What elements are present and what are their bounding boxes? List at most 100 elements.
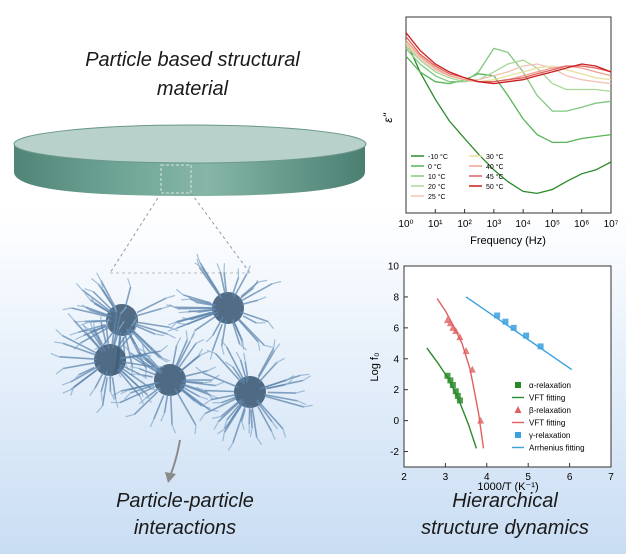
data-point xyxy=(510,324,517,331)
data-point xyxy=(452,388,459,395)
particle-branch xyxy=(258,361,278,383)
particle-twig xyxy=(224,361,234,368)
particle-twig xyxy=(125,413,135,418)
particle-twig xyxy=(235,351,242,361)
legend-label: Arrhenius fitting xyxy=(529,444,585,453)
particle-branch xyxy=(231,277,240,296)
particle-branch xyxy=(175,339,189,367)
particle-branch xyxy=(223,272,228,295)
legend-label: 20 °C xyxy=(428,183,446,191)
particle-twig xyxy=(109,391,115,401)
data-point xyxy=(477,416,485,424)
particle-branch xyxy=(133,324,156,335)
particle-twig xyxy=(276,357,286,363)
x-tick-label: 10⁵ xyxy=(545,219,560,230)
particle-branch xyxy=(133,391,159,416)
particle-twig xyxy=(72,374,80,382)
particle-twig xyxy=(223,419,228,429)
x-tick-label: 10⁷ xyxy=(604,219,619,230)
particle-branch xyxy=(240,409,246,422)
particle-branch xyxy=(257,347,275,377)
particle-twig xyxy=(50,352,60,358)
particle-twig xyxy=(258,279,268,283)
particle-branch xyxy=(244,361,249,380)
particle-twig xyxy=(221,345,225,355)
data-point xyxy=(449,323,457,331)
particle-twig xyxy=(273,343,281,352)
particle xyxy=(110,330,225,435)
particle-branch xyxy=(202,372,239,389)
particle-twig xyxy=(160,412,166,422)
y-tick-label: 6 xyxy=(393,323,399,334)
particle-twig xyxy=(217,428,226,435)
particle-twig xyxy=(54,341,64,344)
particle-branch xyxy=(251,406,258,438)
particle-branch xyxy=(264,393,298,402)
x-tick-label: 3 xyxy=(443,472,449,483)
particle-core xyxy=(212,292,244,324)
particle-twig xyxy=(76,304,86,308)
particle-branch xyxy=(178,343,197,368)
particle-branch xyxy=(239,359,248,383)
particle-twig xyxy=(146,394,152,404)
legend-label: γ-relaxation xyxy=(529,431,570,440)
particle-branch xyxy=(181,354,201,371)
particle-branch xyxy=(93,302,111,314)
disk-top xyxy=(13,124,367,164)
particle-branch xyxy=(102,289,114,307)
particle-branch xyxy=(221,396,237,404)
legend-label: 45 °C xyxy=(486,173,504,181)
particle-twig xyxy=(178,311,188,314)
particle-branch xyxy=(240,281,259,298)
particle-twig xyxy=(70,386,75,396)
x-tick-label: 6 xyxy=(567,472,573,483)
particle-branch xyxy=(204,389,234,393)
particle-twig xyxy=(194,262,203,269)
particle-branch xyxy=(176,340,191,367)
legend-label: 25 °C xyxy=(428,193,446,201)
particle-twig xyxy=(169,322,178,330)
particle-twig xyxy=(75,282,83,291)
x-tick-label: 2 xyxy=(401,472,407,483)
particle-twig xyxy=(297,400,307,406)
particle-branch xyxy=(124,286,132,310)
particle-branch xyxy=(132,320,170,329)
particle-branch xyxy=(117,369,141,397)
particle-branch xyxy=(93,328,103,345)
particle-branch xyxy=(194,313,219,332)
title-bottom-right-line1: Hierarchical xyxy=(452,490,558,512)
series-line xyxy=(405,45,612,93)
particle-twig xyxy=(155,333,165,337)
particle-branch xyxy=(189,298,217,306)
particle-branch xyxy=(163,394,169,414)
particle-branch xyxy=(111,377,117,399)
particle-branch xyxy=(232,366,245,385)
particle-twig xyxy=(264,344,274,349)
data-points xyxy=(443,312,544,424)
x-tick-label: 4 xyxy=(484,472,490,483)
zoom-line-right xyxy=(190,192,251,274)
data-point xyxy=(502,318,509,325)
particle-branch xyxy=(225,346,246,382)
particle-branch xyxy=(238,318,265,346)
plot-frame xyxy=(405,16,612,214)
particle-twig xyxy=(284,379,294,386)
x-tick-label: 7 xyxy=(608,472,614,483)
legend-label: VFT fitting xyxy=(529,394,565,403)
particle-branch xyxy=(176,311,215,324)
title-bottom-left-line1: Particle-particle xyxy=(116,490,254,512)
particle-branch xyxy=(118,330,135,350)
particle-twig xyxy=(96,405,104,414)
particle-branch xyxy=(124,332,134,367)
x-tick-label: 10³ xyxy=(487,219,502,230)
particle-branch xyxy=(256,400,273,423)
particle-branch xyxy=(138,367,157,376)
particle-branch xyxy=(94,372,105,389)
particle-branch xyxy=(153,394,165,420)
particle-branch xyxy=(85,306,113,318)
particle-branch xyxy=(201,267,223,299)
particle-branch xyxy=(136,297,167,314)
